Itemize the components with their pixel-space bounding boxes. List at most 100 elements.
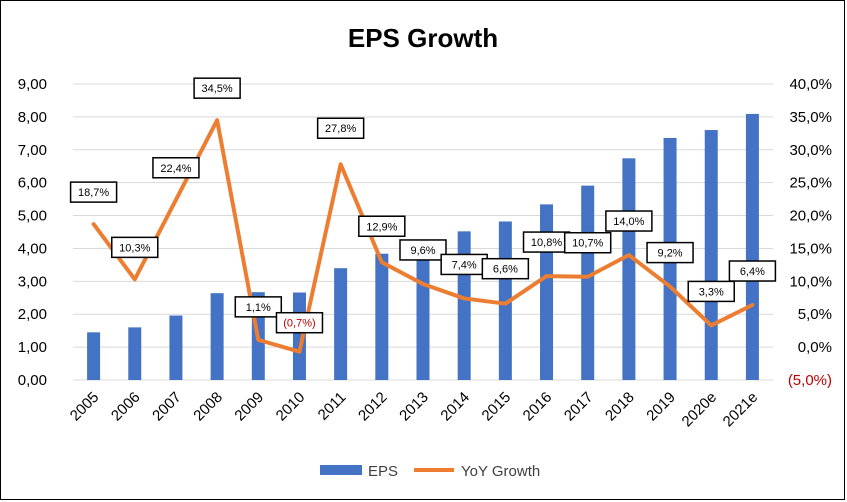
data-label-text: 9,6% bbox=[410, 245, 435, 257]
right-tick-label: (5,0%) bbox=[788, 372, 832, 389]
left-tick-label: 6,00 bbox=[18, 175, 47, 192]
yoy-growth-polyline bbox=[91, 118, 755, 354]
data-label-box bbox=[111, 236, 159, 259]
eps-bar bbox=[540, 204, 554, 380]
yoy-data-label: (0,7%) bbox=[275, 311, 324, 334]
left-tick-label: 7,00 bbox=[18, 142, 47, 159]
right-tick-label: 40,0% bbox=[789, 76, 832, 93]
x-axis-categories: 2005 2006 2007 2008 2009 2010 2011 2012 2013 2014… bbox=[67, 389, 761, 431]
left-axis-ticks: 0,00 1,00 2,00 3,00 4,00 5,00 6,00 7,00 8,00 9,00 bbox=[18, 76, 47, 389]
yoy-data-label: 3,3% bbox=[687, 280, 735, 303]
category-label: 2009 bbox=[232, 389, 268, 425]
category-label: 2014 bbox=[437, 389, 473, 425]
chart-title: EPS Growth bbox=[348, 23, 498, 53]
data-label-box bbox=[193, 77, 241, 99]
right-tick-label: 15,0% bbox=[789, 240, 832, 257]
data-label-box bbox=[605, 210, 653, 232]
data-label-text: 34,5% bbox=[202, 83, 233, 95]
data-label-box bbox=[275, 311, 324, 334]
left-tick-label: 2,00 bbox=[18, 306, 47, 323]
eps-bar bbox=[745, 113, 759, 380]
data-label-box bbox=[69, 181, 118, 203]
eps-bar bbox=[622, 158, 636, 380]
eps-bar bbox=[581, 185, 595, 380]
data-label-text: 9,2% bbox=[658, 248, 683, 260]
category-label: 2005 bbox=[67, 389, 103, 425]
yoy-data-label: 7,4% bbox=[440, 253, 488, 276]
data-label-box bbox=[728, 260, 777, 282]
eps-bar bbox=[334, 268, 348, 380]
yoy-data-label: 9,2% bbox=[646, 241, 694, 264]
legend-eps-label: EPS bbox=[368, 463, 398, 480]
legend-yoy-label: YoY Growth bbox=[461, 463, 540, 480]
data-label-box bbox=[316, 117, 365, 139]
yoy-data-label: 10,3% bbox=[111, 236, 159, 259]
left-tick-label: 1,00 bbox=[18, 339, 47, 356]
yoy-data-label: 12,9% bbox=[358, 215, 406, 238]
yoy-data-label: 34,5% bbox=[193, 77, 241, 99]
yoy-data-labels: 18,7% 10,3% 22,4% 34,5% 1,1% (0,7%) 27,8% 12,9%… bbox=[69, 77, 777, 334]
category-label: 2015 bbox=[479, 389, 515, 425]
data-label-box bbox=[481, 257, 530, 280]
category-label: 2011 bbox=[315, 389, 350, 424]
data-label-text: 6,6% bbox=[493, 264, 518, 276]
data-label-box bbox=[152, 157, 200, 179]
right-tick-label: 35,0% bbox=[789, 109, 832, 126]
data-label-text: 18,7% bbox=[78, 187, 109, 199]
category-label: 2017 bbox=[561, 389, 597, 425]
data-label-text: 27,8% bbox=[325, 123, 356, 135]
category-label: 2020e bbox=[679, 389, 721, 431]
category-label: 2013 bbox=[396, 389, 432, 425]
yoy-data-label: 10,8% bbox=[522, 231, 571, 253]
category-label: 2007 bbox=[149, 389, 185, 425]
data-label-text: (0,7%) bbox=[283, 318, 315, 330]
yoy-data-label: 9,6% bbox=[399, 239, 447, 261]
data-label-box bbox=[687, 280, 735, 303]
left-tick-label: 4,00 bbox=[18, 240, 47, 257]
eps-bar bbox=[128, 327, 142, 380]
data-label-box bbox=[234, 296, 283, 318]
category-label: 2006 bbox=[108, 389, 144, 425]
right-tick-label: 30,0% bbox=[789, 142, 832, 159]
eps-bar bbox=[169, 315, 183, 380]
data-label-text: 10,8% bbox=[531, 237, 562, 249]
data-label-text: 14,0% bbox=[613, 216, 644, 228]
left-tick-label: 0,00 bbox=[18, 372, 47, 389]
category-label: 2018 bbox=[602, 389, 638, 425]
data-label-box bbox=[358, 215, 406, 238]
data-label-text: 22,4% bbox=[160, 163, 191, 175]
data-label-text: 10,3% bbox=[119, 242, 150, 254]
left-tick-label: 9,00 bbox=[18, 76, 47, 93]
data-label-text: 3,3% bbox=[699, 286, 724, 298]
yoy-data-label: 14,0% bbox=[605, 210, 653, 232]
yoy-data-label: 6,4% bbox=[728, 260, 777, 282]
category-label: 2016 bbox=[520, 389, 556, 425]
data-label-text: 6,4% bbox=[740, 266, 765, 278]
category-label: 2010 bbox=[273, 389, 309, 425]
data-label-text: 1,1% bbox=[246, 302, 271, 314]
category-label: 2012 bbox=[355, 389, 391, 425]
eps-bar bbox=[416, 241, 430, 380]
yoy-data-label: 22,4% bbox=[152, 157, 200, 179]
yoy-data-label: 27,8% bbox=[316, 117, 365, 139]
yoy-data-label: 10,7% bbox=[563, 231, 612, 254]
yoy-data-label: 18,7% bbox=[69, 181, 118, 203]
right-tick-label: 25,0% bbox=[789, 175, 832, 192]
category-label: 2008 bbox=[190, 389, 226, 425]
data-label-box bbox=[646, 241, 694, 264]
right-tick-label: 0,0% bbox=[798, 339, 832, 356]
data-label-text: 7,4% bbox=[452, 259, 477, 271]
eps-bar bbox=[457, 231, 471, 380]
right-tick-label: 5,0% bbox=[798, 306, 832, 323]
data-label-text: 12,9% bbox=[366, 221, 397, 233]
right-tick-label: 10,0% bbox=[789, 273, 832, 290]
right-tick-label: 20,0% bbox=[789, 208, 832, 225]
category-label: 2021e bbox=[720, 389, 762, 431]
category-label: 2019 bbox=[643, 389, 679, 425]
eps-bar bbox=[375, 253, 389, 380]
yoy-data-label: 6,6% bbox=[481, 257, 530, 280]
data-label-box bbox=[563, 231, 612, 254]
left-tick-label: 3,00 bbox=[18, 273, 47, 290]
